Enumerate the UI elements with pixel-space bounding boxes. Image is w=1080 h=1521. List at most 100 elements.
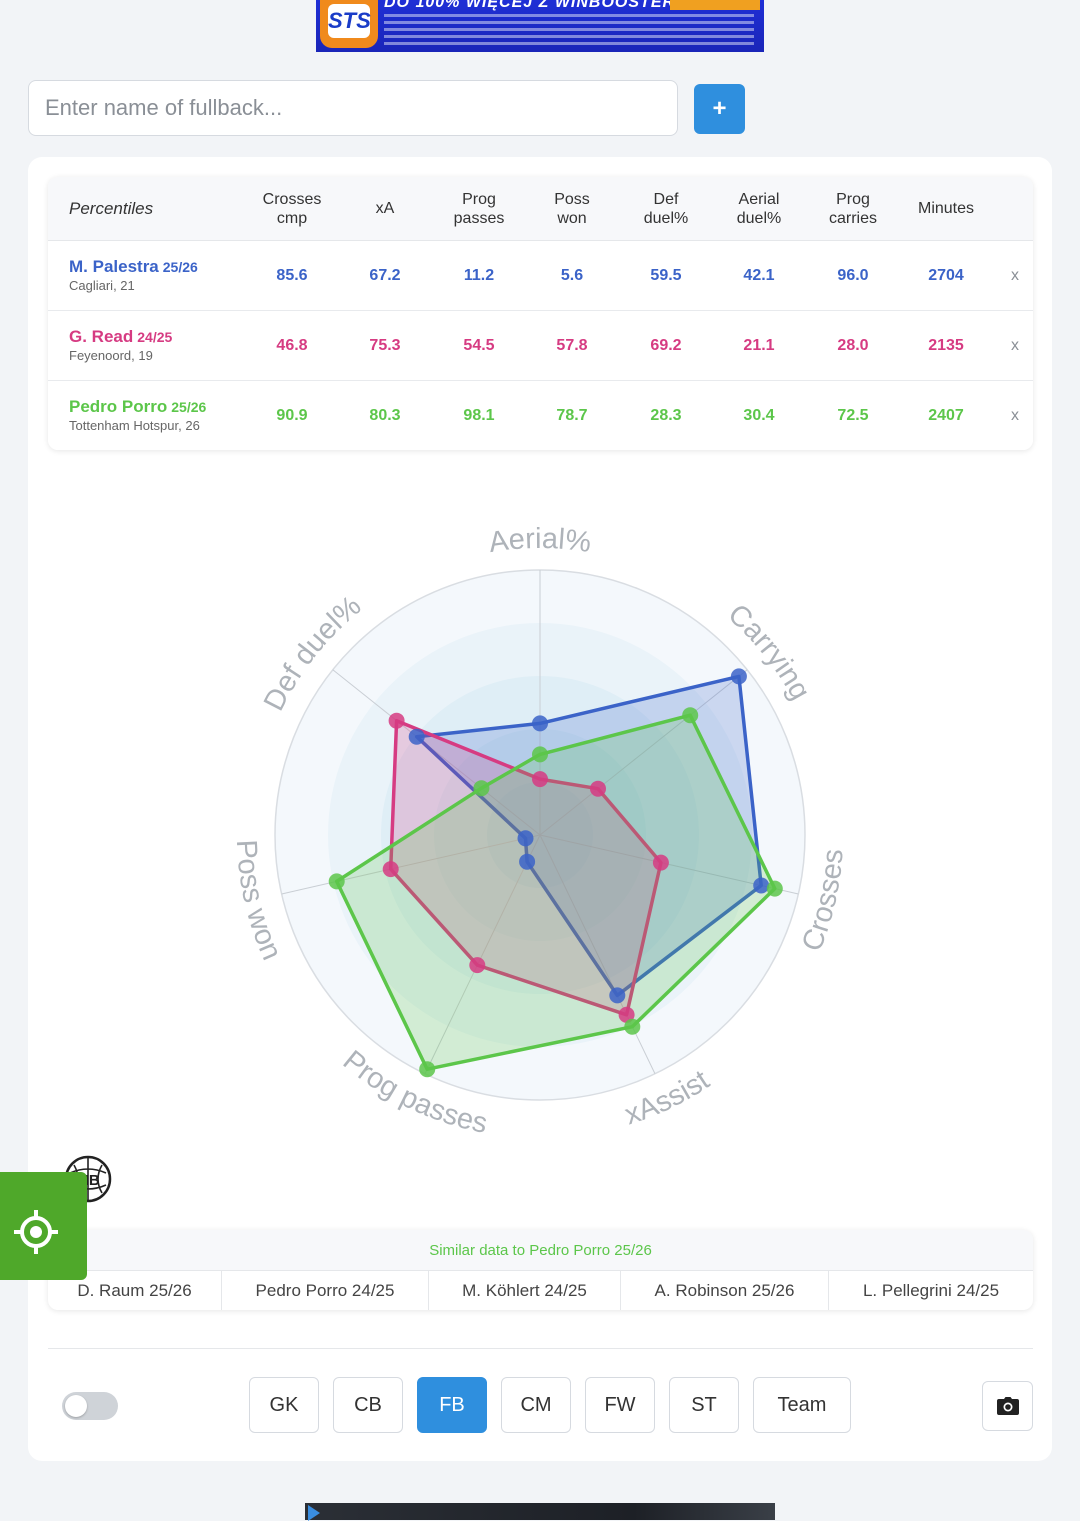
column-header: Minutes — [917, 200, 975, 217]
radar-point — [624, 1018, 641, 1035]
stat-value: 28.3 — [650, 406, 682, 424]
radar-point — [730, 668, 747, 685]
settings-button[interactable] — [0, 1172, 87, 1280]
screenshot-button[interactable] — [982, 1381, 1033, 1431]
player-name[interactable]: M. Palestra 25/26 — [69, 257, 198, 277]
stat-value: 98.1 — [463, 406, 495, 424]
stat-value: 96.0 — [837, 266, 869, 284]
player-row: G. Read 24/25 Feyenoord, 19 46.8 75.3 54.5 57.… — [48, 311, 1033, 381]
radar-point — [753, 877, 770, 894]
position-button-team[interactable]: Team — [753, 1377, 851, 1433]
radar-spoke — [424, 834, 541, 1074]
position-button-st[interactable]: ST — [669, 1377, 739, 1433]
radar-point — [473, 780, 490, 797]
position-button-fw[interactable]: FW — [585, 1377, 655, 1433]
similar-player-link[interactable]: L. Pellegrini 24/25 — [862, 1280, 1000, 1300]
stat-value: 46.8 — [276, 336, 308, 354]
stat-value: 85.6 — [276, 266, 308, 284]
radar-point — [519, 853, 536, 870]
radar-axis-label: Aerial% — [487, 523, 593, 559]
divider — [48, 1348, 1033, 1349]
radar-point — [382, 861, 399, 878]
remove-player-button[interactable]: x — [1011, 406, 1019, 424]
radar-point — [469, 957, 486, 974]
player-name-text: G. Read — [69, 327, 134, 346]
player-club-age: Cagliari, 21 — [69, 278, 135, 293]
radar-spoke — [332, 669, 541, 836]
column-header: Prog passes — [453, 190, 505, 227]
radar-axis-label-text: Aerial% — [487, 523, 593, 559]
radar-point — [532, 771, 548, 788]
ad-fine-print — [384, 14, 754, 49]
player-season: 25/26 — [171, 399, 207, 415]
radar-point — [682, 707, 699, 724]
stat-value: 57.8 — [556, 336, 588, 354]
player-name-text: M. Palestra — [69, 257, 159, 276]
remove-player-button[interactable]: x — [1011, 336, 1019, 354]
radar-point — [532, 715, 548, 732]
stat-value: 2135 — [928, 336, 964, 354]
radar-point — [618, 1006, 635, 1023]
radar-point — [609, 987, 626, 1004]
similar-player-link[interactable]: D. Raum 25/26 — [48, 1271, 222, 1310]
position-button-gk[interactable]: GK — [249, 1377, 319, 1433]
stat-value: 69.2 — [650, 336, 682, 354]
radar-spoke — [539, 834, 656, 1074]
table-header: Percentiles Crosses cmp xA Prog passes Poss … — [48, 177, 1033, 241]
similar-title: Similar data to Pedro Porro 25/26 — [48, 1230, 1033, 1271]
stat-value: 67.2 — [369, 266, 401, 284]
radar-point — [328, 873, 345, 890]
percentiles-table: Percentiles Crosses cmp xA Prog passes Poss … — [48, 177, 1033, 450]
player-row: Pedro Porro 25/26 Tottenham Hotspur, 26 90.… — [48, 381, 1033, 450]
player-name[interactable]: Pedro Porro 25/26 — [69, 397, 206, 417]
player-row: M. Palestra 25/26 Cagliari, 21 85.6 67.2 11.2… — [48, 241, 1033, 311]
camera-icon — [996, 1397, 1019, 1415]
column-header: xA — [375, 200, 395, 217]
player-season: 25/26 — [162, 259, 198, 275]
top-ad-banner[interactable]: STS DO 100% WIĘCEJ Z WINBOOSTER — [316, 0, 764, 52]
bottom-ad-banner[interactable] — [305, 1503, 775, 1521]
radar-point — [532, 746, 548, 763]
radar-series-area — [334, 713, 777, 1071]
gear-icon — [14, 1210, 58, 1254]
add-player-button[interactable]: + — [694, 84, 745, 134]
stat-value: 30.4 — [743, 406, 775, 424]
player-name[interactable]: G. Read 24/25 — [69, 327, 172, 347]
radar-spoke — [281, 834, 541, 895]
radar-spoke — [539, 669, 748, 836]
stat-value: 59.5 — [650, 266, 682, 284]
ad-headline: DO 100% WIĘCEJ Z WINBOOSTER — [384, 0, 676, 11]
mode-toggle[interactable] — [62, 1392, 118, 1420]
stat-value: 72.5 — [837, 406, 869, 424]
column-header: Aerial duel% — [736, 190, 782, 227]
stat-value: 2407 — [928, 406, 964, 424]
player-club-age: Feyenoord, 19 — [69, 348, 153, 363]
stat-value: 21.1 — [743, 336, 775, 354]
radar-point — [419, 1061, 436, 1078]
stat-value: 28.0 — [837, 336, 869, 354]
stat-value: 11.2 — [463, 266, 495, 284]
radar-point — [388, 712, 405, 729]
toggle-knob — [65, 1395, 87, 1417]
stat-value: 42.1 — [743, 266, 775, 284]
player-club-age: Tottenham Hotspur, 26 — [69, 418, 200, 433]
column-header: Poss won — [554, 190, 590, 227]
player-name-text: Pedro Porro — [69, 397, 168, 416]
similar-player-link[interactable]: M. Köhlert 24/25 — [429, 1271, 621, 1310]
sts-logo: STS — [320, 0, 378, 48]
ad-tag — [670, 0, 760, 10]
remove-player-button[interactable]: x — [1011, 266, 1019, 284]
similar-player-link[interactable]: Pedro Porro 24/25 — [222, 1271, 429, 1310]
player-season: 24/25 — [137, 329, 173, 345]
position-button-cm[interactable]: CM — [501, 1377, 571, 1433]
fullback-search-input[interactable] — [28, 80, 678, 136]
similar-player-link[interactable]: A. Robinson 25/26 — [621, 1271, 829, 1310]
comparison-card: Percentiles Crosses cmp xA Prog passes Poss … — [28, 157, 1052, 1461]
position-button-cb[interactable]: CB — [333, 1377, 403, 1433]
stat-value: 78.7 — [556, 406, 588, 424]
position-button-fb[interactable]: FB — [417, 1377, 487, 1433]
radar-point — [766, 880, 783, 897]
stat-value: 54.5 — [463, 336, 495, 354]
play-icon — [308, 1505, 320, 1521]
